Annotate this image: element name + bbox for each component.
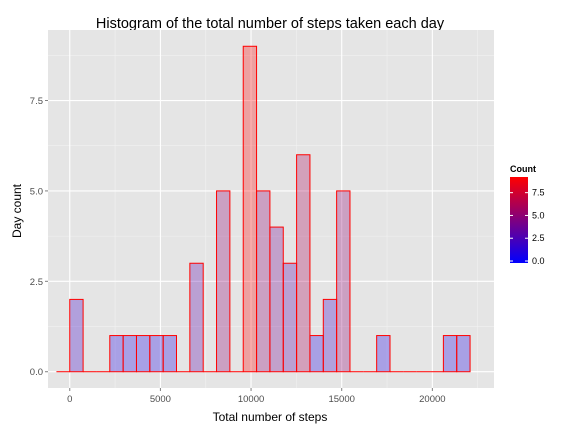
y-axis-title: Day count <box>10 183 24 238</box>
histogram-bar <box>162 335 178 373</box>
legend-label: 0.0 <box>532 256 545 266</box>
legend-label: 2.5 <box>532 233 545 243</box>
legend-ticks: 7.5 5.0 2.5 0.0 <box>510 188 545 266</box>
histogram-bars <box>56 45 471 373</box>
histogram-bar <box>149 335 164 373</box>
chart-title: Histogram of the total number of steps t… <box>96 16 445 32</box>
y-axis-ticks: 0.0 2.5 5.0 7.5 <box>30 96 48 378</box>
legend-colorbar <box>510 177 528 263</box>
y-tick-label: 5.0 <box>30 186 43 197</box>
histogram-bar <box>256 190 271 373</box>
histogram-bar <box>296 154 311 373</box>
histogram-bar <box>269 226 284 373</box>
plot-panel <box>48 30 494 388</box>
y-tick-label: 2.5 <box>30 277 43 288</box>
x-axis-ticks: 0 5000 10000 15000 20000 <box>67 388 446 405</box>
x-tick-label: 10000 <box>238 394 264 405</box>
histogram-bar <box>442 335 458 373</box>
x-tick-label: 0 <box>67 394 72 405</box>
x-tick-label: 5000 <box>150 394 171 405</box>
histogram-bar <box>322 298 338 373</box>
histogram-bar <box>282 262 298 373</box>
histogram-bar <box>122 335 137 373</box>
histogram-bar <box>216 190 231 373</box>
histogram-bar <box>336 190 351 373</box>
legend-label: 5.0 <box>532 210 545 220</box>
x-tick-label: 15000 <box>328 394 354 405</box>
histogram-bar <box>69 298 84 373</box>
histogram-bar <box>135 335 151 373</box>
y-tick-label: 0.0 <box>30 367 43 378</box>
histogram-bar <box>309 335 324 373</box>
color-legend: Count 7.5 5.0 2.5 0.0 <box>510 164 545 266</box>
histogram-bar <box>376 335 391 373</box>
legend-title: Count <box>510 164 536 174</box>
legend-label: 7.5 <box>532 188 545 198</box>
histogram-bar <box>189 262 204 373</box>
histogram-bar <box>109 335 124 373</box>
x-tick-label: 20000 <box>419 394 445 405</box>
y-tick-label: 7.5 <box>30 96 43 107</box>
x-axis-title: Total number of steps <box>213 410 328 424</box>
histogram-bar <box>456 335 471 373</box>
histogram-bar <box>242 45 258 373</box>
